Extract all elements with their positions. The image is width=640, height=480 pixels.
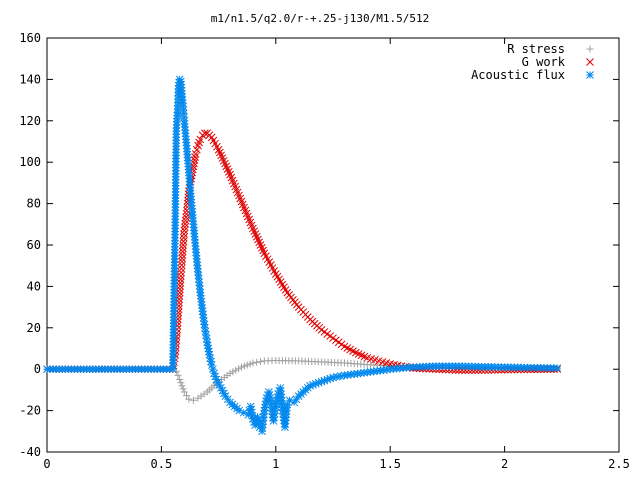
data-point bbox=[285, 396, 294, 405]
data-point bbox=[179, 241, 187, 249]
series-0 bbox=[43, 357, 561, 404]
x-axis: 0 0.5 1 1.5 2 2.5 bbox=[43, 38, 630, 471]
data-point bbox=[180, 113, 188, 122]
data-point bbox=[177, 268, 185, 277]
y-tick-label: 40 bbox=[27, 279, 41, 293]
data-point bbox=[180, 230, 188, 238]
data-point bbox=[181, 220, 190, 228]
series-layer bbox=[43, 75, 562, 436]
data-point bbox=[271, 406, 280, 414]
y-tick-label: 80 bbox=[27, 197, 41, 211]
legend-label: R stress bbox=[507, 42, 565, 56]
data-point bbox=[226, 369, 234, 377]
y-tick-label: 120 bbox=[19, 114, 41, 128]
data-point bbox=[177, 261, 186, 270]
x-tick-label: 0 bbox=[43, 457, 50, 471]
data-point bbox=[269, 417, 278, 425]
legend-marker bbox=[586, 71, 594, 79]
data-point bbox=[176, 275, 185, 284]
y-tick-label: 160 bbox=[19, 31, 41, 45]
data-point bbox=[253, 358, 261, 366]
data-point bbox=[247, 405, 256, 414]
data-point bbox=[229, 368, 237, 376]
y-tick-label: 0 bbox=[34, 362, 41, 376]
legend-label: Acoustic flux bbox=[471, 68, 565, 82]
data-point bbox=[235, 365, 243, 373]
legend-marker bbox=[586, 58, 594, 66]
data-point bbox=[178, 247, 187, 256]
data-point bbox=[185, 395, 193, 403]
y-axis: -40 -20 0 20 40 60 80 100 120 140 160 bbox=[19, 31, 619, 459]
y-tick-label: 100 bbox=[19, 155, 41, 169]
data-point bbox=[189, 396, 197, 404]
data-point bbox=[196, 135, 205, 144]
data-point bbox=[177, 379, 185, 387]
legend-label: G work bbox=[522, 55, 566, 69]
data-point bbox=[201, 129, 209, 138]
data-point bbox=[179, 233, 188, 242]
data-point bbox=[176, 272, 185, 280]
data-point bbox=[178, 254, 187, 263]
data-point bbox=[179, 237, 188, 246]
data-point bbox=[246, 360, 254, 368]
data-point bbox=[178, 382, 186, 390]
data-point bbox=[553, 364, 562, 373]
data-point bbox=[176, 376, 184, 384]
data-point bbox=[180, 223, 189, 232]
data-point bbox=[243, 361, 251, 369]
data-point bbox=[249, 359, 257, 367]
data-point bbox=[178, 257, 186, 266]
series-1 bbox=[43, 129, 562, 375]
data-point bbox=[270, 409, 279, 418]
y-tick-label: 20 bbox=[27, 321, 41, 335]
data-point bbox=[177, 264, 186, 273]
data-point bbox=[181, 216, 190, 225]
data-point bbox=[191, 153, 200, 161]
data-point bbox=[240, 362, 248, 370]
data-point bbox=[232, 366, 240, 374]
data-point bbox=[176, 278, 185, 287]
data-point bbox=[183, 392, 191, 400]
data-point bbox=[174, 371, 182, 379]
data-point bbox=[182, 213, 190, 222]
data-point bbox=[190, 156, 199, 164]
data-point bbox=[190, 159, 198, 168]
chart-title: m1/n1.5/q2.0/r-+.25-j130/M1.5/512 bbox=[211, 12, 430, 25]
data-point bbox=[180, 226, 189, 235]
data-point bbox=[180, 388, 188, 396]
x-tick-label: 2 bbox=[501, 457, 508, 471]
x-tick-label: 2.5 bbox=[608, 457, 630, 471]
legend-marker bbox=[586, 45, 594, 53]
data-point bbox=[179, 244, 187, 253]
x-tick-label: 1 bbox=[272, 457, 279, 471]
x-tick-label: 1.5 bbox=[379, 457, 401, 471]
y-tick-label: 60 bbox=[27, 238, 41, 252]
data-point bbox=[265, 388, 273, 396]
data-point bbox=[179, 385, 187, 393]
y-tick-label: -40 bbox=[19, 445, 41, 459]
series-2 bbox=[43, 75, 562, 436]
x-tick-label: 0.5 bbox=[151, 457, 173, 471]
data-point bbox=[336, 372, 345, 380]
plot-frame bbox=[46, 37, 620, 453]
data-point bbox=[237, 363, 245, 371]
data-point bbox=[178, 251, 187, 259]
y-tick-label: -20 bbox=[19, 404, 41, 418]
data-point bbox=[257, 358, 265, 366]
y-tick-label: 140 bbox=[19, 72, 41, 86]
